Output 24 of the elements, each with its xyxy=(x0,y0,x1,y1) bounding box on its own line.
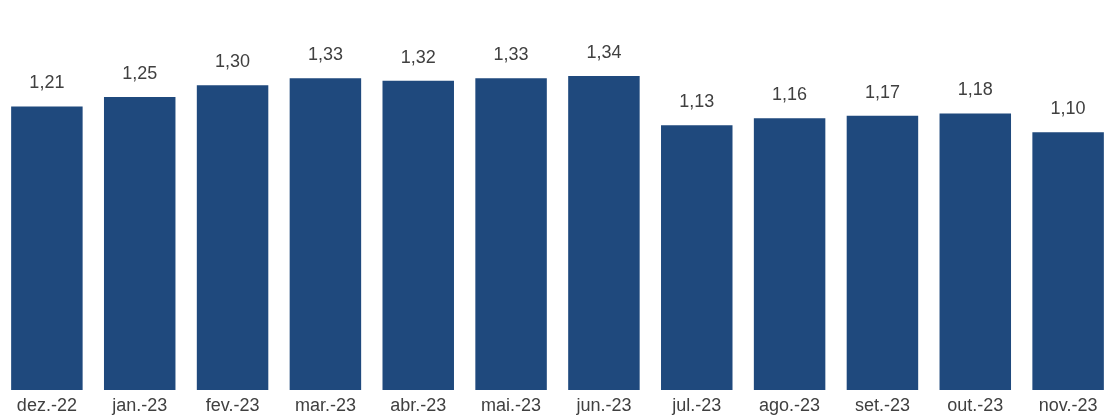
x-tick-label: fev.-23 xyxy=(205,394,260,415)
data-label: 1,16 xyxy=(772,84,808,105)
data-label: 1,25 xyxy=(122,63,158,84)
x-tick-label: dez.-22 xyxy=(16,394,77,415)
x-tick-label: abr.-23 xyxy=(390,394,447,415)
data-label: 1,18 xyxy=(957,79,993,100)
x-tick-label: jan.-23 xyxy=(111,394,168,415)
data-label: 1,13 xyxy=(679,91,715,112)
x-tick-label: out.-23 xyxy=(947,394,1004,415)
data-label: 1,10 xyxy=(1050,98,1086,119)
data-label: 1,21 xyxy=(29,72,65,93)
x-tick-label: nov.-23 xyxy=(1038,394,1098,415)
data-label: 1,34 xyxy=(586,42,622,62)
x-tick-label: set.-23 xyxy=(854,394,910,415)
data-label: 1,17 xyxy=(864,81,900,102)
x-tick-label: mar.-23 xyxy=(294,394,356,415)
data-label: 1,30 xyxy=(215,51,251,72)
data-label: 1,33 xyxy=(493,44,529,65)
x-tick-label: ago.-23 xyxy=(759,394,821,415)
x-tick-label: jul.-23 xyxy=(671,394,722,415)
data-label: 1,32 xyxy=(400,46,436,67)
x-tick-label: mai.-23 xyxy=(481,394,542,415)
x-tick-label: jun.-23 xyxy=(575,394,632,415)
data-label: 1,33 xyxy=(307,44,343,65)
